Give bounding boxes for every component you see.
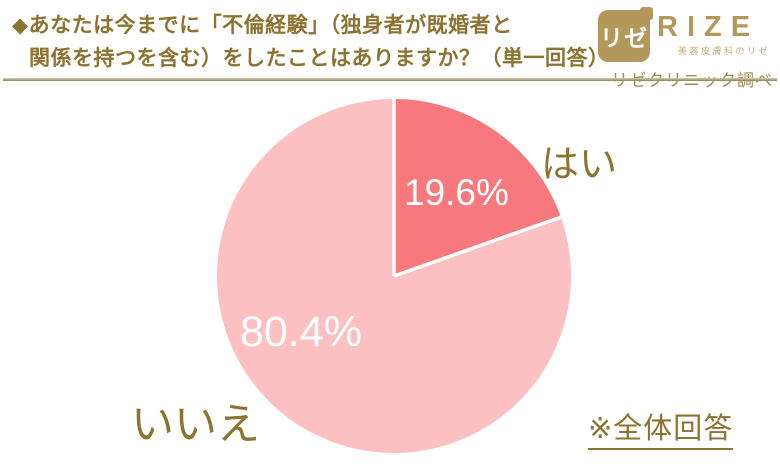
rize-logo-mark-text: リゼ	[600, 25, 648, 51]
page-title: ◆あなたは今までに「不倫経験」（独身者が既婚者と 関係を持つを含む）をしたことは…	[12, 9, 610, 75]
rize-tagline: 美容皮膚科のリゼ	[677, 46, 770, 56]
pie-label-yes: はい	[541, 144, 618, 186]
pie-label-no: いいえ	[131, 401, 260, 449]
header-divider	[3, 78, 777, 81]
pie-value-yes: 19.6%	[404, 172, 509, 213]
rize-logo-mark-icon: リゼ	[598, 7, 653, 62]
rize-brand-name: RIZE	[657, 11, 760, 43]
rize-logo-text-block: RIZE 美容皮膚科のリゼ	[657, 10, 770, 57]
rize-logo: リゼ RIZE 美容皮膚科のリゼ リゼクリニック調べ	[598, 7, 773, 91]
pie-slice-divider	[393, 215, 562, 278]
page-title-line2: 関係を持つを含む）をしたことはありますか？（単一回答）	[29, 47, 610, 70]
rize-logo-row: リゼ RIZE 美容皮膚科のリゼ	[598, 7, 773, 62]
pie-value-no: 80.4%	[240, 308, 362, 356]
footnote: ※全体回答	[588, 405, 734, 450]
page-title-line1: ◆あなたは今までに「不倫経験」（独身者が既婚者と	[12, 14, 513, 37]
